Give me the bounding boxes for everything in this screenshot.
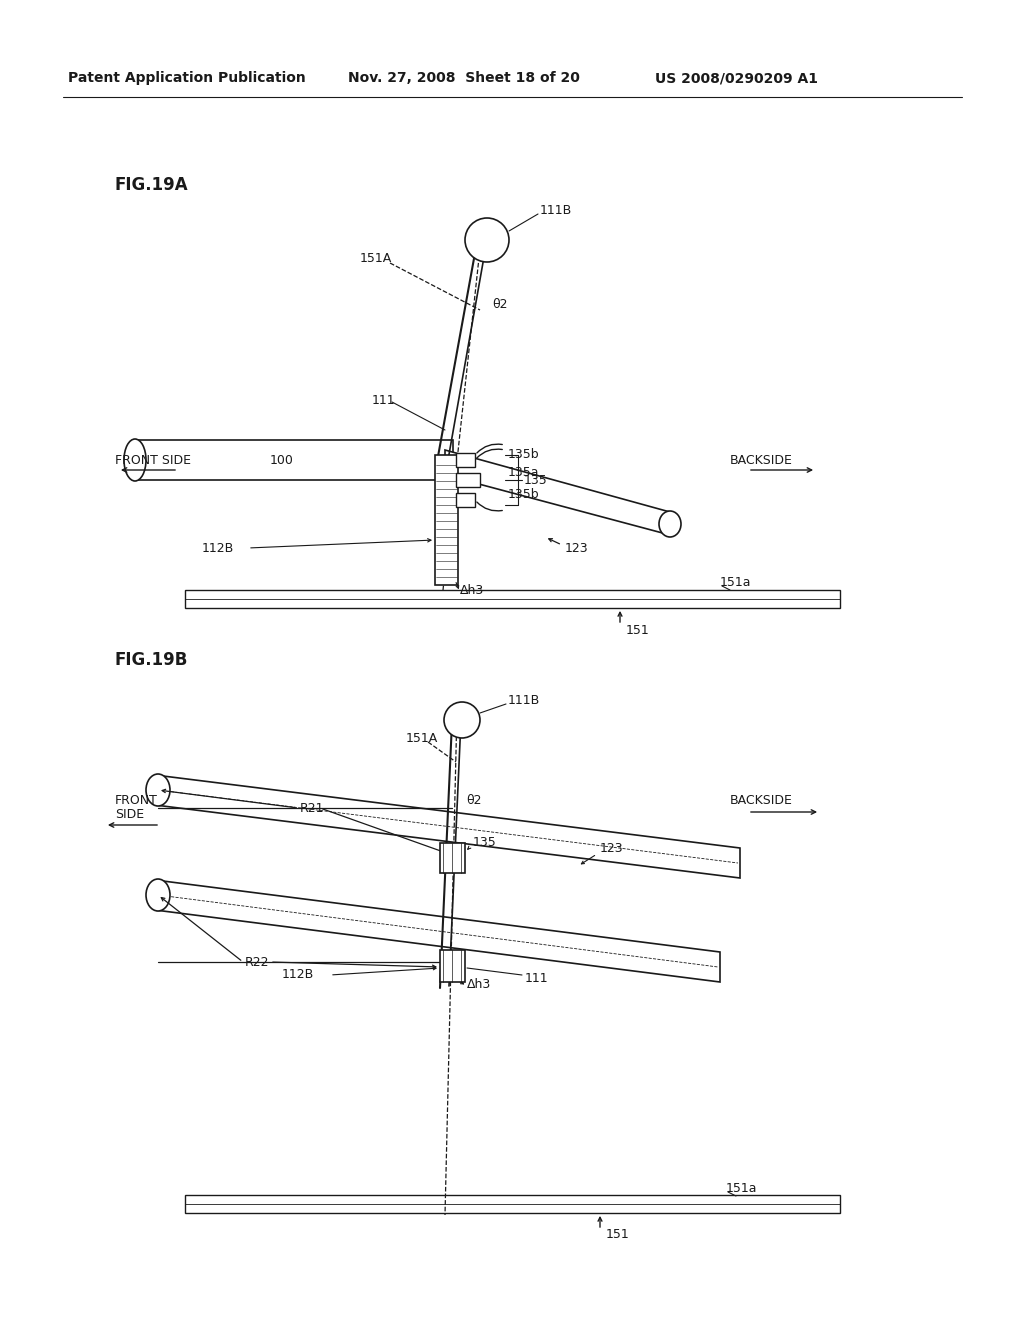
Text: 111B: 111B	[540, 203, 572, 216]
Polygon shape	[456, 453, 475, 467]
Text: 111B: 111B	[508, 693, 541, 706]
Ellipse shape	[146, 879, 170, 911]
Text: FRONT SIDE: FRONT SIDE	[115, 454, 191, 466]
Text: 112B: 112B	[202, 541, 234, 554]
Text: US 2008/0290209 A1: US 2008/0290209 A1	[655, 71, 818, 84]
Polygon shape	[440, 950, 465, 982]
Text: FIG.19A: FIG.19A	[115, 176, 188, 194]
Text: R21: R21	[300, 801, 325, 814]
Text: 111: 111	[525, 972, 549, 985]
Polygon shape	[155, 880, 720, 982]
Polygon shape	[440, 843, 465, 873]
Polygon shape	[135, 440, 453, 480]
Polygon shape	[185, 1195, 840, 1213]
Text: 135: 135	[473, 837, 497, 850]
Text: 151A: 151A	[360, 252, 392, 264]
Text: 135: 135	[524, 474, 548, 487]
Text: 135a: 135a	[508, 466, 540, 479]
Polygon shape	[185, 590, 840, 609]
Text: 111: 111	[372, 393, 395, 407]
Polygon shape	[155, 775, 740, 878]
Text: BACKSIDE: BACKSIDE	[730, 454, 793, 466]
Text: BACKSIDE: BACKSIDE	[730, 793, 793, 807]
Text: FIG.19B: FIG.19B	[115, 651, 188, 669]
Circle shape	[465, 218, 509, 261]
Text: Patent Application Publication: Patent Application Publication	[68, 71, 306, 84]
Text: Nov. 27, 2008  Sheet 18 of 20: Nov. 27, 2008 Sheet 18 of 20	[348, 71, 580, 84]
Ellipse shape	[124, 440, 146, 480]
Text: R22: R22	[245, 956, 269, 969]
Text: 112B: 112B	[282, 969, 314, 982]
Text: Δh3: Δh3	[467, 978, 492, 990]
Polygon shape	[445, 450, 670, 535]
Text: 151a: 151a	[726, 1181, 758, 1195]
Polygon shape	[456, 473, 480, 487]
Polygon shape	[456, 492, 475, 507]
Text: 151: 151	[606, 1229, 630, 1242]
Text: FRONT: FRONT	[115, 793, 158, 807]
Text: 135b: 135b	[508, 488, 540, 502]
Text: Δh3: Δh3	[460, 583, 484, 597]
Text: 151a: 151a	[720, 576, 752, 589]
Text: 100: 100	[270, 454, 294, 466]
Text: 151A: 151A	[406, 731, 438, 744]
Ellipse shape	[659, 511, 681, 537]
Text: SIDE: SIDE	[115, 808, 144, 821]
Circle shape	[444, 702, 480, 738]
Text: θ2: θ2	[466, 793, 481, 807]
Polygon shape	[435, 455, 458, 585]
Text: θ2: θ2	[492, 298, 508, 312]
Text: 123: 123	[600, 842, 624, 854]
Text: 135b: 135b	[508, 449, 540, 462]
Text: 123: 123	[565, 541, 589, 554]
Text: 151: 151	[626, 623, 650, 636]
Ellipse shape	[146, 774, 170, 807]
